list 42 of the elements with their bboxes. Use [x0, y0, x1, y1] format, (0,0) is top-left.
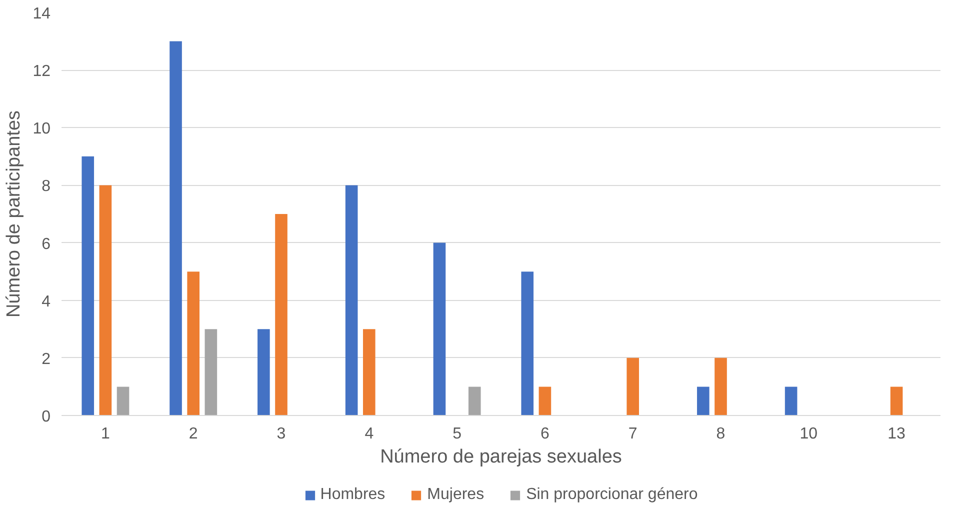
x-tick-label: 8 [716, 426, 726, 442]
bar [714, 358, 727, 416]
bar [362, 329, 376, 416]
bar [275, 214, 288, 416]
bar [82, 156, 94, 416]
bar [345, 185, 358, 416]
x-tick-label: 3 [276, 426, 286, 442]
bar [521, 272, 534, 416]
y-tick-label: 10 [32, 120, 51, 138]
y-tick-label: 2 [42, 350, 51, 368]
bar [258, 329, 270, 416]
y-tick-label: 6 [42, 236, 51, 253]
x-tick-label: 4 [364, 426, 374, 442]
x-axis-title: Número de parejas sexuales [380, 446, 622, 468]
legend-label: Hombres [320, 486, 386, 504]
y-tick-label: 0 [42, 408, 51, 426]
y-tick-label: 12 [32, 63, 51, 80]
bar [433, 242, 446, 416]
bar [187, 272, 200, 416]
legend-label: Mujeres [427, 486, 484, 504]
x-tick-label: 2 [188, 426, 198, 442]
y-tick-label: 14 [32, 6, 51, 22]
x-tick-label: 5 [452, 426, 462, 442]
y-tick-label: 4 [42, 293, 51, 310]
bar [538, 386, 552, 416]
bar [468, 386, 481, 416]
bar [626, 358, 640, 416]
x-tick-label: 10 [800, 426, 818, 442]
bar [697, 386, 710, 416]
bar [99, 185, 112, 416]
x-tick-label: 6 [540, 426, 550, 442]
x-tick-label: 7 [628, 426, 638, 442]
x-tick-label: 13 [888, 426, 906, 442]
y-tick-label: 8 [42, 178, 51, 196]
bar [890, 386, 903, 416]
x-tick-label: 1 [101, 426, 110, 442]
bar [116, 386, 130, 416]
legend-label: Sin proporcionar género [526, 486, 698, 504]
bar [170, 41, 182, 416]
bar [204, 329, 218, 416]
y-axis-title: Número de participantes [4, 110, 25, 318]
bar [784, 386, 798, 416]
